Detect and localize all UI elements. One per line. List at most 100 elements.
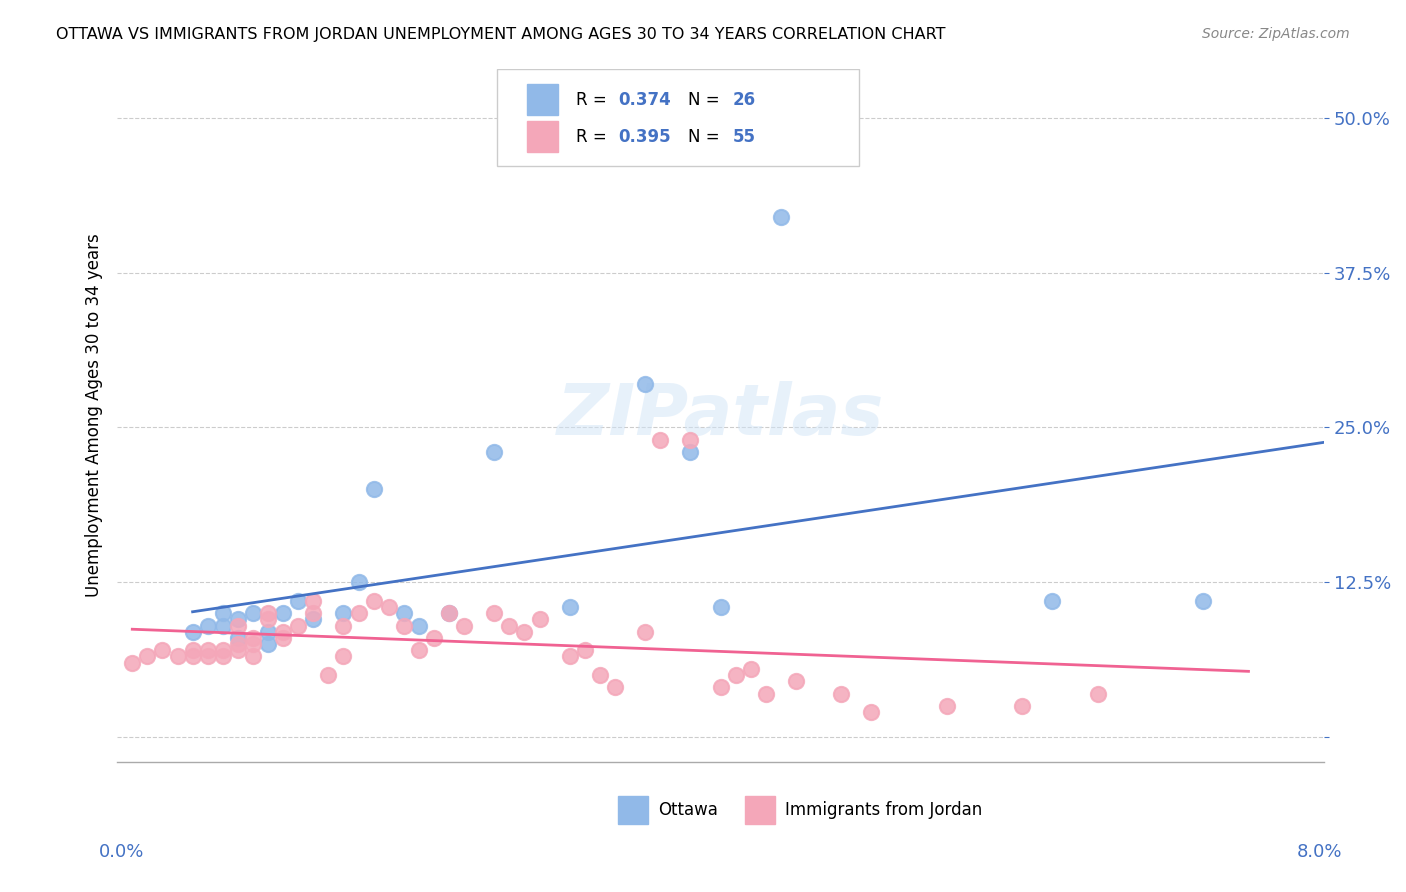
Point xyxy=(302,606,325,620)
Point xyxy=(197,618,219,632)
Point xyxy=(242,649,264,664)
Point xyxy=(498,618,520,632)
Point xyxy=(242,637,264,651)
Point xyxy=(332,606,354,620)
Point xyxy=(226,618,249,632)
Point xyxy=(242,631,264,645)
Point xyxy=(181,643,204,657)
Point xyxy=(830,687,852,701)
Point xyxy=(181,624,204,639)
Text: N =: N = xyxy=(688,91,725,109)
FancyBboxPatch shape xyxy=(745,797,775,824)
Point xyxy=(363,483,385,497)
Point xyxy=(226,637,249,651)
Point xyxy=(1042,593,1064,607)
Point xyxy=(558,649,581,664)
Point xyxy=(574,643,596,657)
Point xyxy=(332,618,354,632)
Point xyxy=(724,668,747,682)
Point xyxy=(271,606,294,620)
Point xyxy=(484,606,506,620)
Point xyxy=(226,643,249,657)
Point xyxy=(302,612,325,626)
Point xyxy=(181,649,204,664)
Point xyxy=(121,656,143,670)
Text: OTTAWA VS IMMIGRANTS FROM JORDAN UNEMPLOYMENT AMONG AGES 30 TO 34 YEARS CORRELAT: OTTAWA VS IMMIGRANTS FROM JORDAN UNEMPLO… xyxy=(56,27,946,42)
Text: N =: N = xyxy=(688,128,725,145)
Point xyxy=(211,606,233,620)
Point xyxy=(363,593,385,607)
Point xyxy=(1087,687,1109,701)
Point xyxy=(1011,698,1033,713)
Point xyxy=(377,599,399,614)
Point xyxy=(769,210,792,224)
Point xyxy=(197,643,219,657)
Text: ZIPatlas: ZIPatlas xyxy=(557,381,884,450)
Text: 8.0%: 8.0% xyxy=(1298,843,1343,861)
Point xyxy=(437,606,460,620)
Point xyxy=(589,668,612,682)
Point xyxy=(740,662,762,676)
Text: 55: 55 xyxy=(733,128,755,145)
Point xyxy=(257,612,280,626)
Point xyxy=(287,593,309,607)
Point xyxy=(197,649,219,664)
Point xyxy=(437,606,460,620)
Point xyxy=(136,649,159,664)
Point xyxy=(679,433,702,447)
Point xyxy=(709,681,731,695)
Point xyxy=(392,618,415,632)
Point xyxy=(226,612,249,626)
Point xyxy=(935,698,957,713)
Text: 0.374: 0.374 xyxy=(619,91,671,109)
Point xyxy=(271,624,294,639)
Point xyxy=(408,618,430,632)
Text: Source: ZipAtlas.com: Source: ZipAtlas.com xyxy=(1202,27,1350,41)
Point xyxy=(257,637,280,651)
Point xyxy=(453,618,475,632)
Point xyxy=(558,599,581,614)
Point xyxy=(709,599,731,614)
Text: Ottawa: Ottawa xyxy=(658,801,717,819)
Point xyxy=(484,445,506,459)
Point xyxy=(423,631,446,645)
Point xyxy=(211,649,233,664)
Point xyxy=(347,575,370,590)
Point xyxy=(242,606,264,620)
Point xyxy=(152,643,174,657)
Point xyxy=(1192,593,1215,607)
Point xyxy=(755,687,778,701)
Y-axis label: Unemployment Among Ages 30 to 34 years: Unemployment Among Ages 30 to 34 years xyxy=(86,233,103,597)
Point xyxy=(513,624,536,639)
Point xyxy=(408,643,430,657)
Point xyxy=(226,631,249,645)
FancyBboxPatch shape xyxy=(527,84,558,115)
Point xyxy=(634,377,657,392)
Point xyxy=(650,433,672,447)
FancyBboxPatch shape xyxy=(498,69,859,166)
Point xyxy=(211,618,233,632)
Point xyxy=(347,606,370,620)
Point xyxy=(679,445,702,459)
Text: Immigrants from Jordan: Immigrants from Jordan xyxy=(785,801,981,819)
Text: R =: R = xyxy=(575,128,612,145)
Text: R =: R = xyxy=(575,91,612,109)
Point xyxy=(271,631,294,645)
Text: 0.395: 0.395 xyxy=(619,128,671,145)
Point xyxy=(332,649,354,664)
Point xyxy=(302,593,325,607)
Point xyxy=(287,618,309,632)
FancyBboxPatch shape xyxy=(619,797,648,824)
FancyBboxPatch shape xyxy=(527,120,558,152)
Text: 26: 26 xyxy=(733,91,756,109)
Point xyxy=(257,624,280,639)
Point xyxy=(860,705,883,719)
Point xyxy=(392,606,415,620)
Point xyxy=(211,643,233,657)
Point xyxy=(603,681,626,695)
Point xyxy=(634,624,657,639)
Point xyxy=(785,674,807,689)
Point xyxy=(257,606,280,620)
Point xyxy=(166,649,188,664)
Text: 0.0%: 0.0% xyxy=(98,843,143,861)
